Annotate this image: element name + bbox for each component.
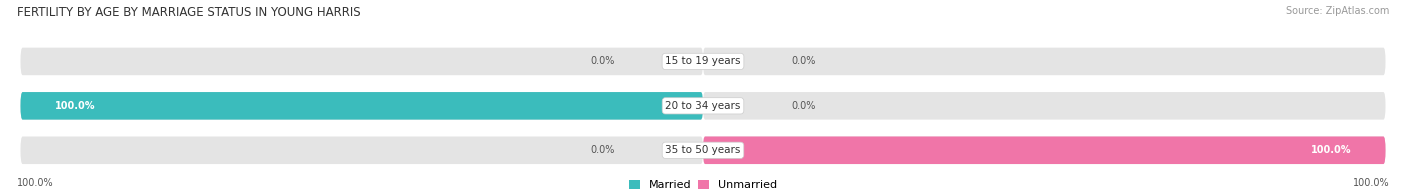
Text: 15 to 19 years: 15 to 19 years: [665, 56, 741, 66]
Text: 0.0%: 0.0%: [792, 101, 815, 111]
Text: 100.0%: 100.0%: [17, 178, 53, 188]
Text: 0.0%: 0.0%: [591, 145, 614, 155]
Text: 100.0%: 100.0%: [1353, 178, 1389, 188]
FancyBboxPatch shape: [21, 92, 703, 120]
Text: 0.0%: 0.0%: [591, 56, 614, 66]
Text: 100.0%: 100.0%: [1310, 145, 1351, 155]
FancyBboxPatch shape: [21, 136, 703, 164]
Legend: Married, Unmarried: Married, Unmarried: [628, 180, 778, 191]
Text: FERTILITY BY AGE BY MARRIAGE STATUS IN YOUNG HARRIS: FERTILITY BY AGE BY MARRIAGE STATUS IN Y…: [17, 6, 360, 19]
FancyBboxPatch shape: [703, 136, 1385, 164]
FancyBboxPatch shape: [703, 48, 1385, 75]
FancyBboxPatch shape: [703, 92, 1385, 120]
Text: 20 to 34 years: 20 to 34 years: [665, 101, 741, 111]
Text: 100.0%: 100.0%: [55, 101, 96, 111]
Text: 35 to 50 years: 35 to 50 years: [665, 145, 741, 155]
FancyBboxPatch shape: [703, 136, 1385, 164]
Text: 0.0%: 0.0%: [792, 56, 815, 66]
FancyBboxPatch shape: [21, 48, 703, 75]
Text: Source: ZipAtlas.com: Source: ZipAtlas.com: [1285, 6, 1389, 16]
FancyBboxPatch shape: [21, 92, 703, 120]
